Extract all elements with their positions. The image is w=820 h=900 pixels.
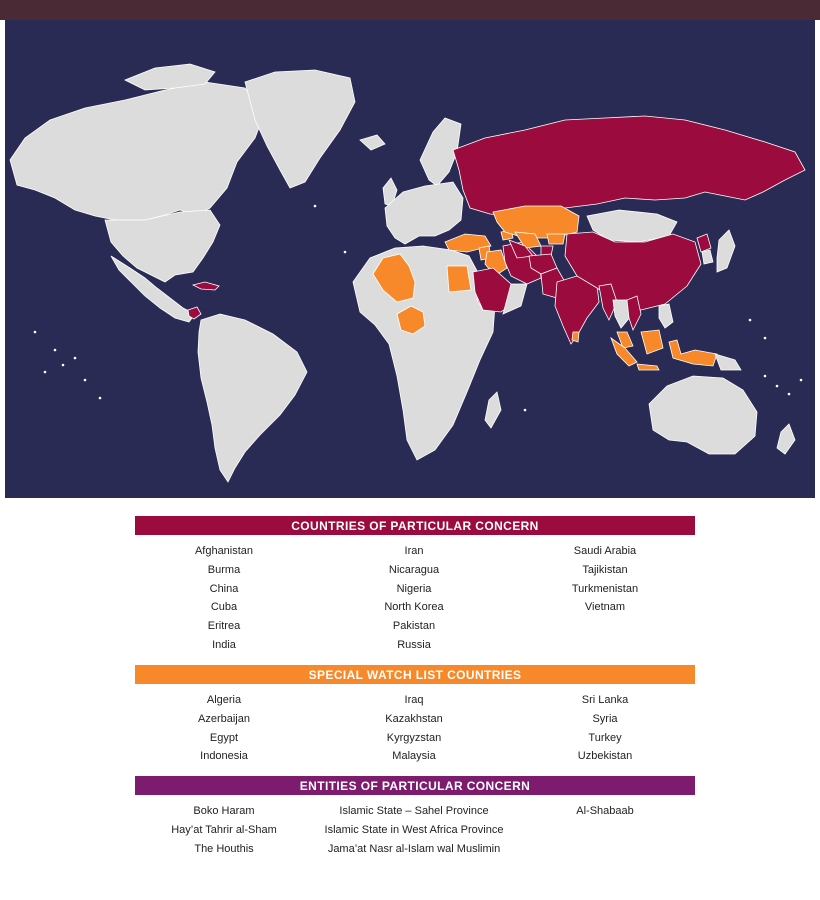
region-china — [564, 231, 702, 311]
region-uk — [382, 177, 398, 207]
region-new-zealand — [776, 423, 796, 455]
list-item: Pakistan — [392, 620, 436, 633]
region-greenland — [244, 69, 356, 189]
region-south-korea — [701, 249, 714, 265]
region-madagascar — [484, 391, 502, 429]
list-item: Burma — [207, 563, 241, 576]
list-item: Hay’at Tahrir al-Sham — [171, 823, 277, 836]
region-alaska-canada — [9, 81, 266, 221]
list-item: Saudi Arabia — [573, 545, 637, 557]
list-item: Al-Shabaab — [576, 805, 634, 817]
list-item: Azerbaijan — [198, 712, 250, 725]
list-item: Islamic State – Sahel Province — [339, 805, 489, 817]
region-nigeria — [396, 305, 426, 335]
region-cuba — [191, 281, 220, 291]
region-kyrgyzstan — [546, 233, 566, 245]
list-item: Boko Haram — [193, 805, 255, 817]
epc-column-1: Boko Haram Hay’at Tahrir al-Sham The Hou… — [124, 802, 324, 858]
list-item: Russia — [397, 638, 431, 651]
swl-column-1: Algeria Azerbaijan Egypt Indonesia — [124, 691, 324, 766]
list-item: Kyrgyzstan — [386, 731, 442, 744]
region-south-america — [197, 313, 308, 483]
swl-column-2: Iraq Kazakhstan Kyrgyzstan Malaysia — [314, 691, 514, 766]
list-item: Nigeria — [396, 582, 432, 595]
region-indonesia-sulawesi-papua — [668, 339, 718, 367]
list-item: North Korea — [384, 601, 444, 614]
list-item: Algeria — [206, 694, 242, 706]
region-indonesia-java — [636, 363, 660, 371]
swl-column-3: Sri Lanka Syria Turkey Uzbekistan — [505, 691, 705, 766]
list-item: Nicaragua — [388, 563, 440, 576]
region-egypt — [446, 265, 472, 293]
region-burma — [598, 283, 618, 321]
world-map-svg — [5, 20, 815, 498]
list-item: Indonesia — [200, 750, 248, 763]
list-item: Kazakhstan — [385, 712, 443, 725]
region-vietnam — [626, 295, 642, 332]
region-sri-lanka — [571, 331, 580, 343]
cpc-column-2: Iran Nicaragua Nigeria North Korea Pakis… — [314, 542, 514, 655]
list-item: Sri Lanka — [581, 694, 629, 706]
list-item: Uzbekistan — [577, 750, 633, 763]
list-item: Turkey — [588, 731, 622, 744]
list-item: Eritrea — [207, 620, 241, 633]
region-nicaragua — [187, 306, 202, 320]
cpc-column-3: Saudi Arabia Tajikistan Turkmenistan Vie… — [505, 542, 705, 617]
top-strip — [0, 0, 820, 20]
page-edge — [815, 20, 820, 900]
list-item: India — [212, 638, 236, 651]
cpc-header: COUNTRIES OF PARTICULAR CONCERN — [135, 516, 695, 535]
list-item: Tajikistan — [582, 563, 628, 576]
epc-column-2: Islamic State – Sahel Province Islamic S… — [314, 802, 514, 858]
list-item: Iran — [404, 545, 424, 557]
list-item: Syria — [592, 712, 618, 725]
region-africa — [352, 245, 496, 461]
list-item: The Houthis — [194, 842, 254, 855]
region-thailand-laos — [612, 299, 632, 329]
region-north-korea — [696, 233, 712, 253]
region-usa — [104, 209, 221, 283]
region-japan — [716, 229, 736, 273]
epc-column-3: Al-Shabaab — [505, 802, 705, 821]
swl-header: SPECIAL WATCH LIST COUNTRIES — [135, 665, 695, 684]
list-item: Vietnam — [584, 601, 626, 614]
list-item: Afghanistan — [194, 545, 254, 557]
epc-header: ENTITIES OF PARTICULAR CONCERN — [135, 776, 695, 795]
region-arabian-coast — [502, 283, 528, 315]
region-papua-new-guinea — [714, 353, 742, 371]
list-item: Iraq — [404, 694, 424, 706]
list-item: Jama’at Nasr al-Islam wal Muslimin — [327, 842, 501, 855]
region-australia — [648, 375, 758, 455]
region-philippines — [658, 303, 674, 329]
list-item: Egypt — [209, 731, 239, 744]
region-iceland — [359, 134, 386, 151]
region-indonesia-borneo — [640, 329, 664, 355]
list-item: Turkmenistan — [571, 582, 639, 595]
world-map — [5, 20, 815, 498]
cpc-column-1: Afghanistan Burma China Cuba Eritrea Ind… — [124, 542, 324, 655]
region-algeria — [372, 253, 416, 303]
region-arctic-islands — [124, 63, 216, 91]
pacific-islands — [33, 204, 803, 412]
region-europe — [384, 181, 464, 245]
region-indonesia-sumatra — [610, 336, 638, 367]
list-item: Cuba — [210, 601, 238, 614]
list-item: Malaysia — [392, 750, 436, 763]
list-item: Islamic State in West Africa Province — [324, 823, 504, 836]
region-malaysia — [616, 331, 634, 349]
list-item: China — [209, 582, 239, 595]
